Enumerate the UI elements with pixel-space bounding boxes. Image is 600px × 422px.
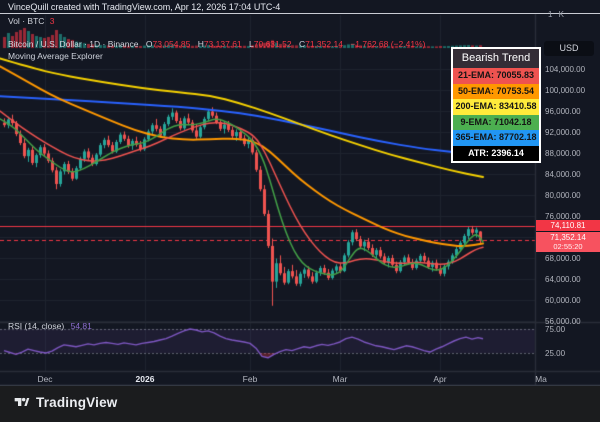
symbol-name[interactable]: Bitcoin / U.S. Dollar [8, 39, 82, 49]
volume-indicator-label[interactable]: Vol · BTC 3 [8, 16, 55, 26]
separator: · [102, 39, 106, 49]
low-label: L [249, 39, 254, 49]
last-price-badge: 71,352.14 02:55:20 [536, 232, 600, 253]
time-tick-label: Apr [433, 374, 447, 384]
rsi-tick-label: 75.00 [545, 324, 566, 334]
price-tick-label: 88,000.00 [545, 148, 581, 158]
tradingview-logo-icon [14, 397, 30, 406]
volume-symbol: BTC [27, 16, 45, 26]
price-tick-label: 100,000.00 [545, 85, 586, 95]
volume-axis-label: 1 K [548, 10, 567, 19]
exchange-label: Binance [107, 39, 139, 49]
time-tick-label: Ma [535, 374, 547, 384]
time-tick-label: Dec [37, 374, 53, 384]
symbol-title-row[interactable]: Bitcoin / U.S. Dollar · 1D · Binance O73… [8, 39, 425, 49]
volume-dot: · [22, 16, 26, 26]
legend-row-21ema: 21-EMA: 70055.83 [453, 68, 539, 84]
open-value: 73,054.85 [152, 39, 191, 49]
price-tick-label: 84,000.00 [545, 169, 581, 179]
interval-label[interactable]: 1D [89, 39, 101, 49]
time-tick-label: Mar [332, 374, 348, 384]
time-tick-label: Feb [242, 374, 258, 384]
volume-value: 3 [49, 16, 55, 26]
price-tick-label: 96,000.00 [545, 106, 581, 116]
price-scale[interactable]: 1 K USD 74,110.81 71,352.14 02:55:20 104… [536, 10, 600, 372]
price-tick-label: 80,000.00 [545, 190, 581, 200]
price-tick-label: 56,000.00 [545, 316, 581, 326]
separator: · [84, 39, 87, 49]
legend-row-50ema: 50-EMA: 70753.54 [453, 83, 539, 99]
time-tick-label: 2026 [135, 374, 155, 384]
price-tick-label: 60,000.00 [545, 295, 581, 305]
legend-row-atr: ATR: 2396.14 [453, 145, 539, 161]
attribution-bar: VinceQuill created with TradingView.com,… [0, 0, 600, 14]
logo-bar: TradingView [0, 386, 600, 422]
time-scale[interactable]: Dec 2026 Feb Mar Apr Ma [0, 371, 600, 386]
close-label: C [298, 39, 306, 49]
price-tick-label: 76,000.00 [545, 211, 581, 221]
close-value: 71,352.14 [305, 39, 343, 49]
trend-status-header: Bearish Trend [453, 49, 539, 68]
rsi-value: 54.81 [70, 321, 92, 331]
tradingview-logo-text: TradingView [36, 394, 118, 410]
legend-row-200ema: 200-EMA: 83410.58 [453, 99, 539, 115]
ema-legend-panel: Bearish Trend 21-EMA: 70055.83 50-EMA: 7… [451, 47, 541, 163]
price-tick-label: 92,000.00 [545, 127, 581, 137]
price-tick-label: 68,000.00 [545, 253, 581, 263]
high-price-badge: 74,110.81 [536, 220, 600, 232]
currency-badge[interactable]: USD [544, 41, 594, 56]
price-tick-label: 64,000.00 [545, 274, 581, 284]
rsi-label: RSI (14, close) [8, 321, 65, 331]
change-value: −1,762.68 (−2.41%) [350, 39, 426, 49]
legend-row-365ema: 365-EMA: 87702.18 [453, 130, 539, 146]
low-value: 70,631.52 [253, 39, 292, 49]
rsi-tick-label: 25.00 [545, 348, 566, 358]
indicator-name-label[interactable]: Moving Average Explorer [8, 51, 103, 61]
open-label: O [145, 39, 153, 49]
bar-countdown: 02:55:20 [553, 242, 583, 252]
high-label: H [197, 39, 204, 49]
legend-row-9ema: 9-EMA: 71042.18 [453, 114, 539, 130]
tradingview-logo[interactable]: TradingView [14, 394, 117, 410]
rsi-indicator-label[interactable]: RSI (14, close) 54.81 [8, 321, 92, 331]
last-price-value: 71,352.14 [550, 233, 586, 243]
volume-label: Vol [8, 16, 20, 26]
high-value: 73,137.61 [203, 39, 242, 49]
price-tick-label: 104,000.00 [545, 64, 586, 74]
